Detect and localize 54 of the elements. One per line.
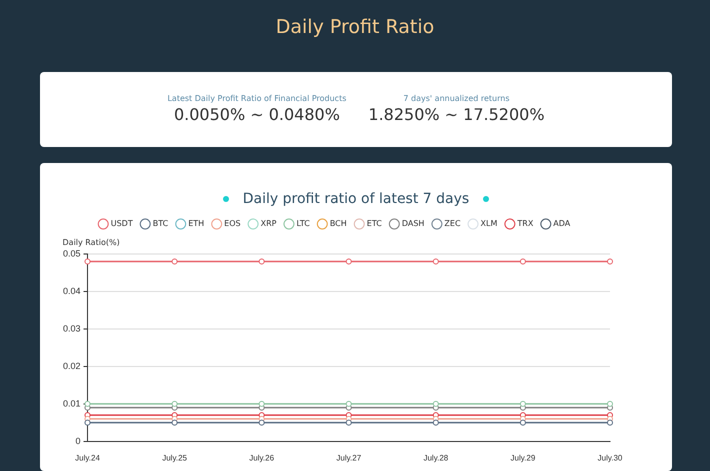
point	[346, 400, 352, 407]
point	[258, 400, 265, 407]
x-tick-label: July.30	[598, 453, 623, 462]
x-tick-label: July.24	[75, 453, 100, 462]
y-axis-title: Daily Ratio(%)	[62, 238, 120, 248]
legend-label: ETC	[366, 219, 382, 228]
y-tick-label: 0	[76, 436, 81, 446]
point	[607, 420, 613, 426]
y-tick-label: 0.02	[62, 360, 81, 371]
legend-label: EOS	[224, 219, 241, 228]
y-tick-label: 0.05	[62, 248, 81, 258]
legend-label: USDT	[110, 219, 133, 228]
point	[346, 420, 352, 426]
point	[432, 400, 439, 407]
y-tick-label: 0.03	[62, 323, 81, 334]
legend-label: ADA	[553, 219, 571, 228]
point	[258, 258, 265, 264]
chart-title: Daily profit ratio of latest 7 days	[242, 191, 470, 207]
text: Latest Daily Profit Ratio of Financial Products	[167, 94, 346, 103]
point	[346, 258, 352, 264]
legend-label: ZEC	[444, 219, 461, 228]
point	[258, 420, 265, 426]
y-tick-label: 0.04	[62, 286, 81, 296]
point	[607, 400, 613, 407]
point	[84, 258, 91, 264]
legend-label: XRP	[260, 219, 277, 228]
text: Daily Profit Ratio	[274, 16, 436, 38]
point	[172, 400, 178, 407]
point	[520, 400, 526, 407]
point	[84, 420, 91, 426]
point	[520, 258, 526, 264]
text: 7 days' annualized returns	[402, 94, 510, 103]
legend-label: ETH	[188, 219, 204, 228]
x-tick-label: July.26	[249, 453, 275, 462]
x-tick-label: July.28	[423, 453, 449, 462]
y-tick-label: 0.01	[62, 398, 81, 408]
text: 1.8250% ~ 17.5200%	[368, 105, 545, 124]
point	[172, 420, 178, 426]
legend-label: TRX	[516, 219, 534, 228]
legend-label: XLM	[480, 219, 498, 228]
point	[607, 258, 613, 264]
x-tick-label: July.29	[510, 453, 536, 462]
point	[432, 258, 439, 264]
point	[520, 420, 526, 426]
legend-label: DASH	[402, 219, 424, 228]
point	[172, 258, 178, 264]
text: 0.0050% ~ 0.0480%	[172, 105, 341, 124]
legend-label: LTC	[296, 219, 310, 228]
point	[84, 400, 91, 407]
point	[432, 420, 439, 426]
x-tick-label: July.27	[336, 453, 362, 462]
x-tick-label: July.25	[162, 453, 188, 462]
legend-label: BTC	[152, 219, 169, 228]
legend-label: BCH	[330, 219, 347, 228]
